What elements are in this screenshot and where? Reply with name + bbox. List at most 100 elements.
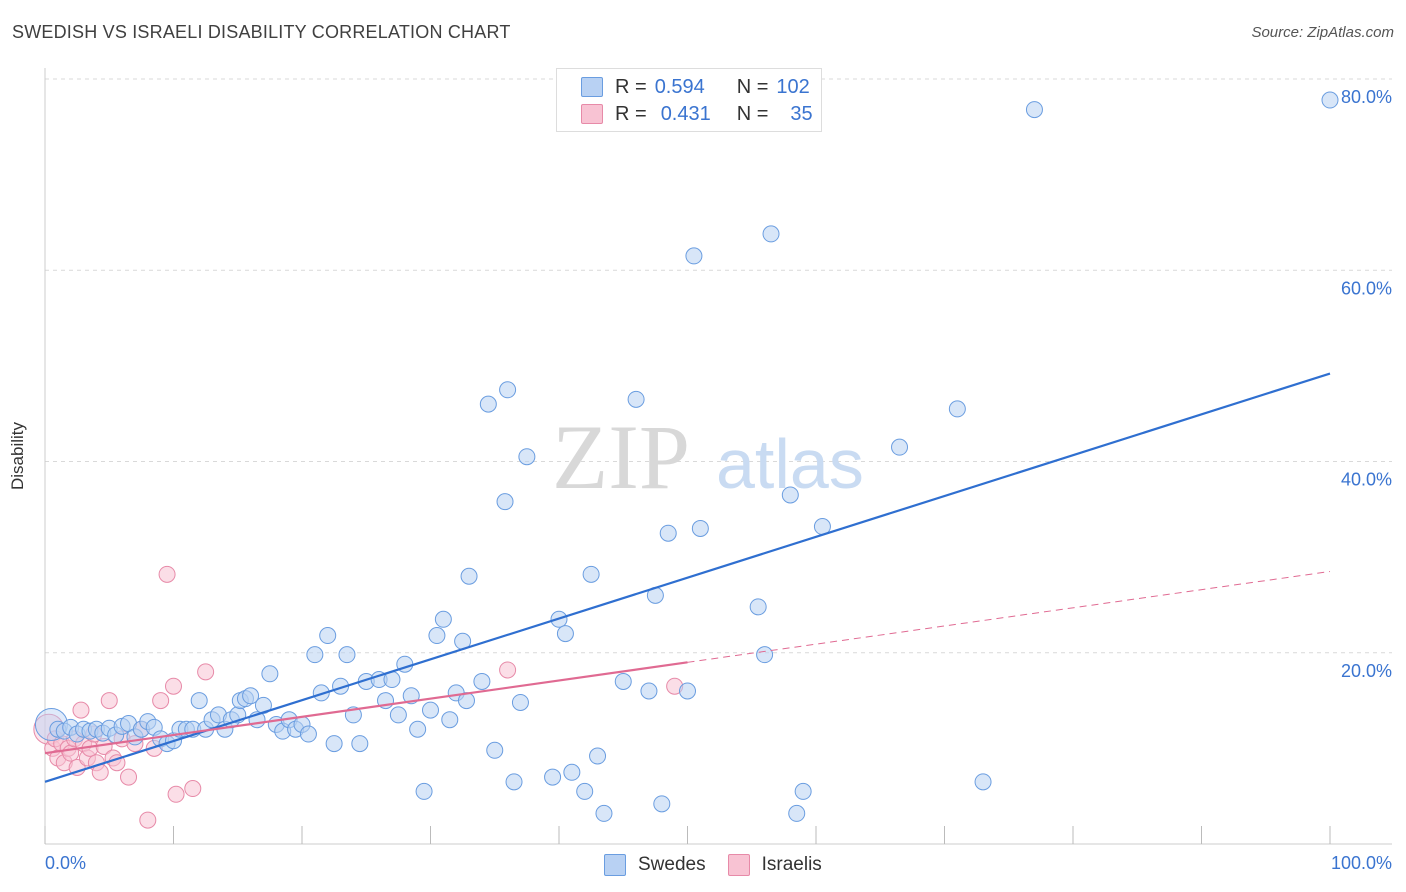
israelis-point — [158, 565, 176, 583]
swedes-point — [595, 804, 613, 822]
swedes-point — [441, 711, 459, 729]
legend-n-value: 102 — [776, 75, 810, 98]
chart-title: SWEDISH VS ISRAELI DISABILITY CORRELATIO… — [12, 22, 511, 42]
swedes-point — [415, 782, 433, 800]
x-tick-label: 100.0% — [1331, 853, 1392, 873]
swedes-point — [691, 519, 709, 537]
y-tick-label: 80.0% — [1341, 87, 1392, 107]
series-legend: Swedes Israelis — [604, 852, 844, 878]
trend-lines — [44, 372, 1331, 783]
legend-item-israelis: Israelis — [727, 854, 822, 876]
legend-swatch-swedes — [581, 77, 603, 97]
swedes-point — [306, 646, 324, 664]
swedes-point — [428, 627, 446, 645]
israelis-point — [499, 661, 517, 679]
israelis-swatch — [727, 854, 750, 876]
swedes-point — [614, 672, 632, 690]
source-label: Source: ZipAtlas.com — [1251, 24, 1394, 41]
swedes-point — [556, 625, 574, 643]
swedes-point — [190, 692, 208, 710]
swedes-point — [582, 565, 600, 583]
swedes-point — [640, 682, 658, 700]
legend-r-label: R = — [615, 75, 647, 98]
swedes-point — [319, 627, 337, 645]
israelis-trend-line — [44, 661, 688, 755]
israelis-point — [139, 811, 157, 829]
swedes-point — [749, 598, 767, 616]
legend-r-value: 0.431 — [660, 102, 711, 125]
grid-layer — [45, 78, 1392, 654]
swedes-point — [685, 247, 703, 265]
legend-n-value: 35 — [790, 102, 813, 125]
legend-r-label: R = — [615, 102, 647, 125]
swedes-point — [576, 782, 594, 800]
tick-labels: 20.0% 40.0% 60.0% 80.0% 0.0% 100.0% — [45, 87, 1392, 873]
swedes-label: Swedes — [638, 854, 706, 875]
swedes-point — [627, 390, 645, 408]
swedes-point — [479, 395, 497, 413]
swedes-point — [473, 672, 491, 690]
swedes-point — [589, 747, 607, 765]
swedes-point — [1025, 101, 1043, 119]
israelis-point — [72, 701, 90, 719]
legend-r-value: 0.594 — [654, 75, 705, 98]
watermark: ZIP atlas — [552, 406, 864, 508]
swedes-point — [788, 804, 806, 822]
swedes-point — [948, 400, 966, 418]
swedes-point — [781, 486, 799, 504]
swedes-point — [499, 381, 517, 399]
israelis-point — [184, 780, 202, 798]
swedes-point — [409, 720, 427, 738]
swedes-trend-line — [44, 372, 1331, 783]
swedes-point — [460, 567, 478, 585]
swedes-point — [974, 773, 992, 791]
swedes-point — [486, 741, 504, 759]
swedes-point — [299, 725, 317, 743]
israelis-label: Israelis — [761, 854, 822, 875]
swedes-points — [34, 91, 1339, 822]
swedes-point — [389, 706, 407, 724]
swedes-point — [422, 701, 439, 719]
swedes-point — [325, 735, 343, 753]
x-tick-label: 0.0% — [45, 853, 86, 873]
swedes-point — [679, 682, 696, 700]
swedes-point — [653, 795, 671, 813]
swedes-point — [756, 646, 774, 664]
watermark-zip: ZIP — [552, 406, 690, 508]
swedes-point — [794, 782, 812, 800]
legend-n-label: N = — [736, 102, 769, 125]
y-tick-label: 40.0% — [1341, 470, 1392, 490]
swedes-point — [351, 735, 369, 753]
swedes-point — [261, 665, 279, 683]
swedes-point — [242, 687, 260, 705]
swedes-point — [659, 524, 677, 542]
swedes-point — [496, 493, 514, 511]
swedes-swatch — [604, 854, 626, 876]
israelis-point — [100, 692, 118, 710]
swedes-point — [563, 763, 581, 781]
swedes-point — [518, 448, 536, 466]
legend-item-swedes: Swedes — [604, 854, 706, 876]
israelis-point — [167, 785, 185, 803]
legend-row-swedes: R = 0.594 N = 102 — [581, 75, 810, 99]
israelis-point — [120, 768, 138, 786]
israelis-trend-extension — [687, 570, 1331, 663]
y-tick-label: 60.0% — [1341, 278, 1392, 298]
israelis-point — [152, 692, 170, 710]
legend-swatch-israelis — [581, 104, 603, 124]
correlation-legend: R = 0.594 N = 102 R = 0.431 N = 35 — [556, 68, 822, 132]
legend-row-israelis: R = 0.431 N = 35 — [581, 102, 813, 126]
israelis-point — [165, 677, 182, 695]
swedes-point — [505, 773, 523, 791]
swedes-point — [434, 610, 452, 628]
y-tick-label: 20.0% — [1341, 661, 1392, 681]
swedes-point — [511, 693, 529, 711]
swedes-point — [762, 225, 780, 243]
legend-n-label: N = — [736, 75, 769, 98]
swedes-point — [338, 646, 356, 664]
israelis-point — [197, 663, 215, 681]
swedes-point — [891, 438, 909, 456]
swedes-point — [1321, 91, 1339, 109]
swedes-point — [544, 768, 562, 786]
